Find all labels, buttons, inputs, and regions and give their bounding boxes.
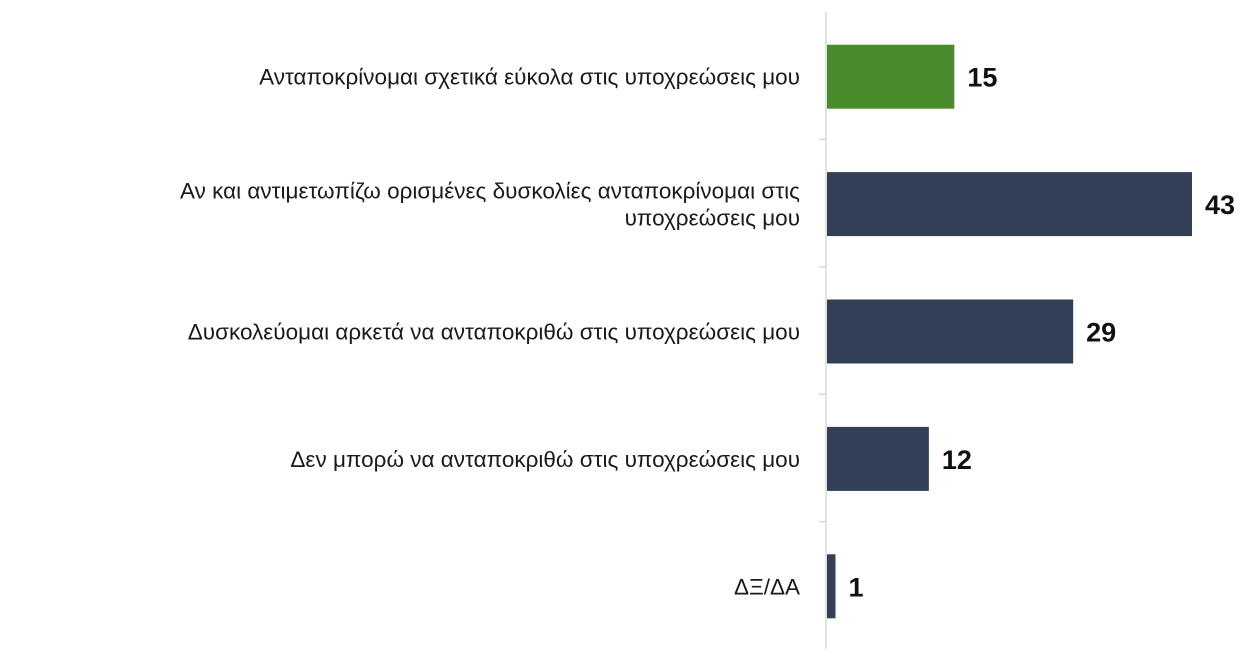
bar-2 xyxy=(827,299,1074,364)
data-label-4: 1 xyxy=(848,572,863,602)
data-label-3: 12 xyxy=(942,445,972,475)
category-label-0: Ανταποκρίνομαι σχετικά εύκολα στις υποχρ… xyxy=(259,65,800,90)
category-label-2: Δυσκολεύομαι αρκετά να ανταποκριθώ στις … xyxy=(188,320,800,345)
bar-4 xyxy=(827,554,836,619)
data-label-0: 15 xyxy=(967,63,997,93)
bar-3 xyxy=(827,426,929,491)
category-label-1: Αν και αντιμετωπίζω ορισμένες δυσκολίες … xyxy=(180,179,800,231)
bar-1 xyxy=(827,172,1192,237)
category-label-3: Δεν μπορώ να ανταποκριθώ στις υποχρεώσει… xyxy=(290,447,800,472)
bar-0 xyxy=(827,44,955,109)
data-label-1: 43 xyxy=(1205,190,1235,220)
category-label-4: ΔΞ/ΔΑ xyxy=(734,574,800,599)
data-label-2: 29 xyxy=(1086,318,1116,348)
